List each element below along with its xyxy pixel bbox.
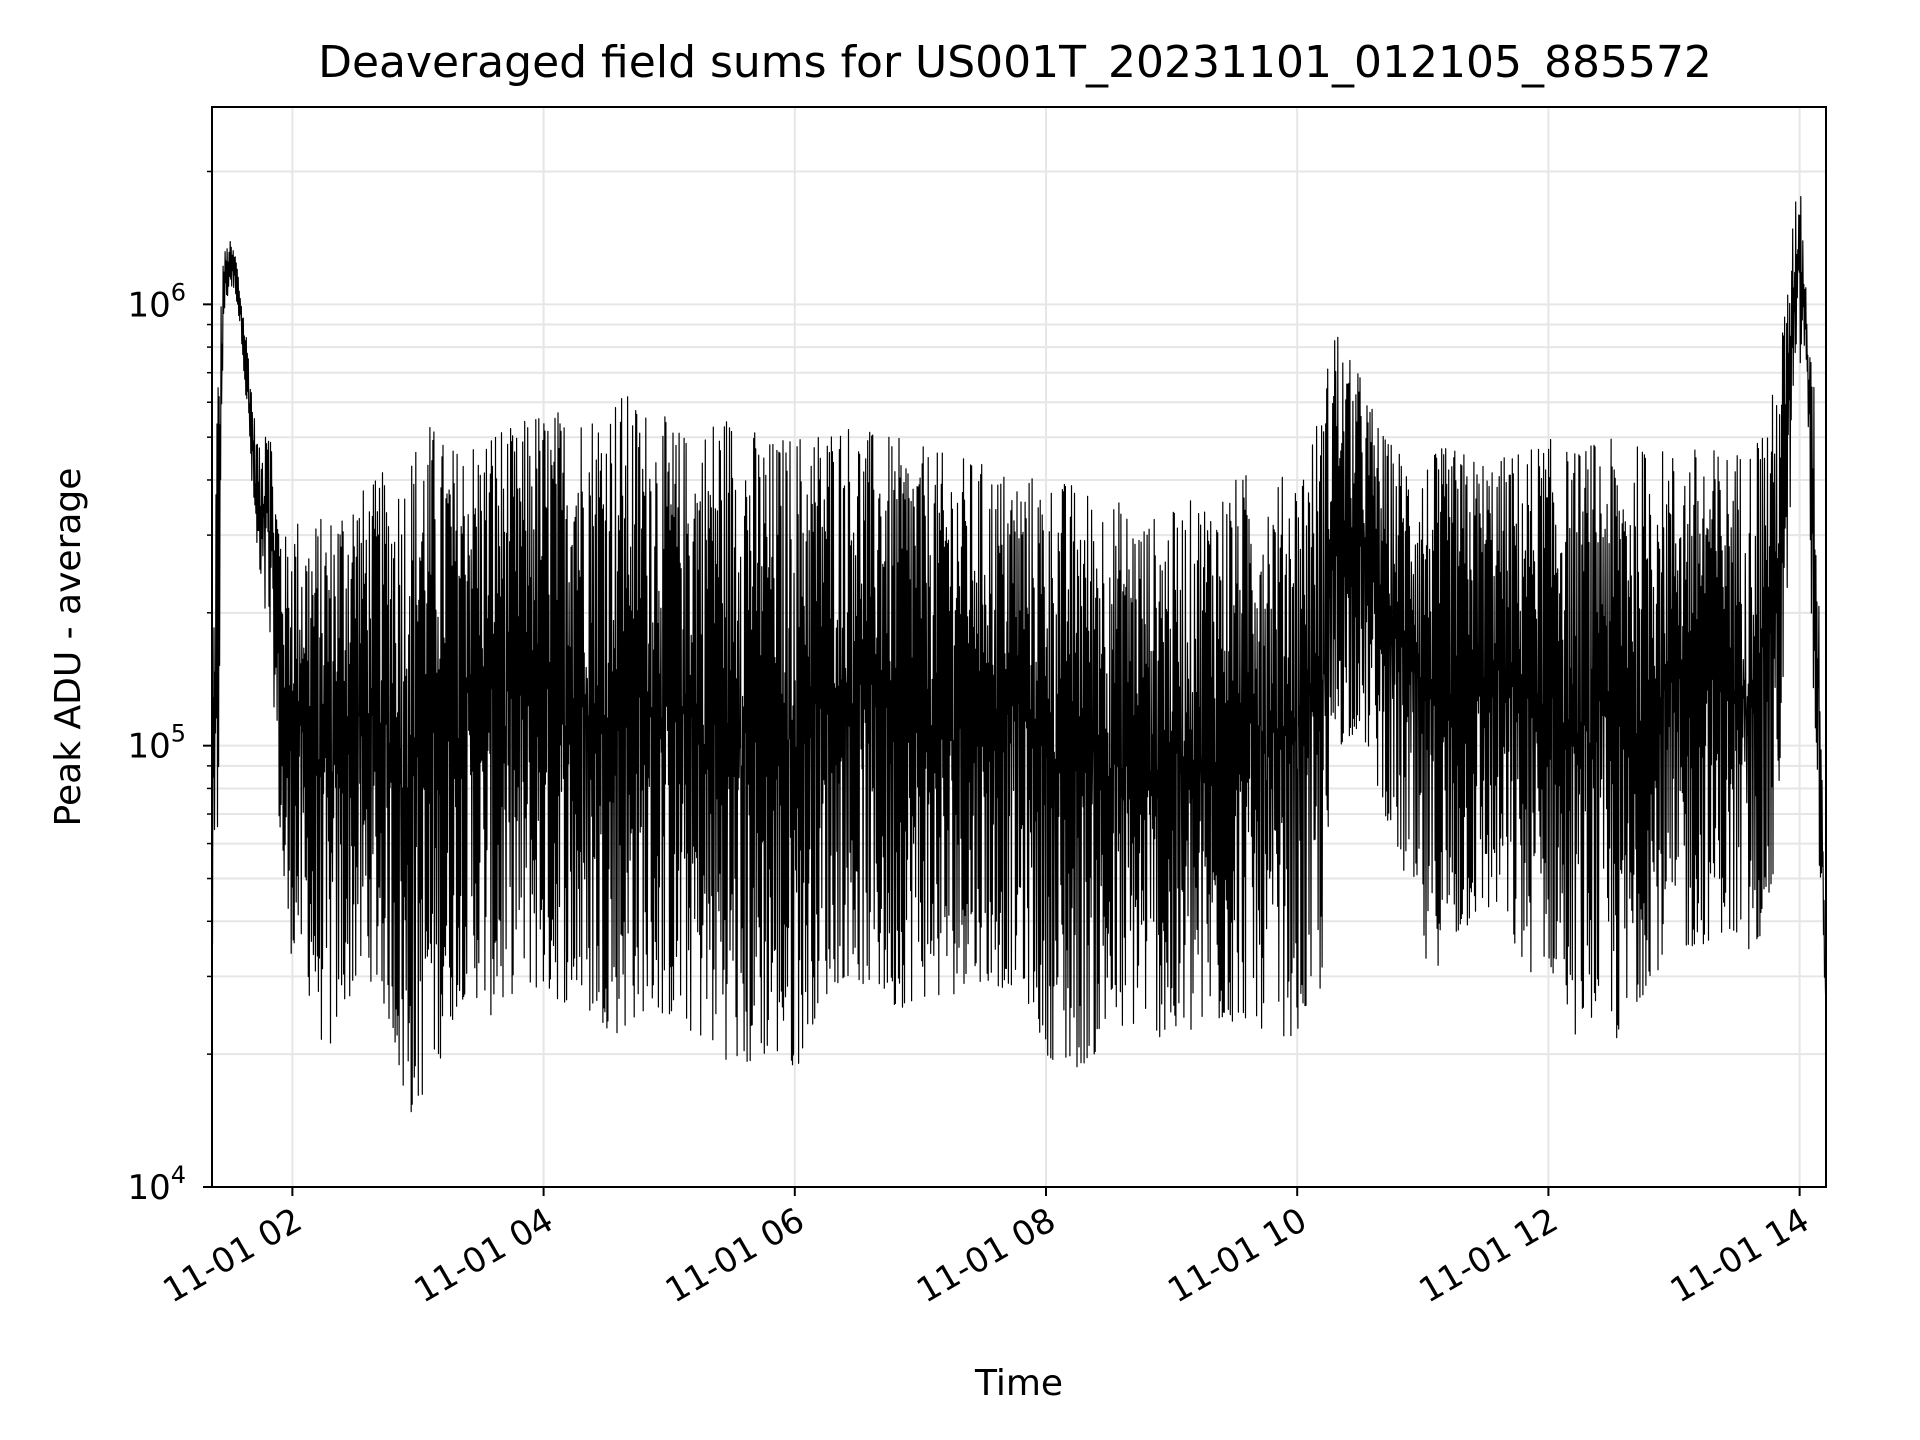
y-tick-label: 105 [127, 720, 186, 767]
x-axis-label: Time [974, 1363, 1063, 1404]
plot-frame [211, 106, 1827, 1188]
data-layer [211, 196, 1827, 1113]
chart-title: Deaveraged field sums for US001T_2023110… [318, 37, 1712, 88]
y-tick-label: 104 [127, 1161, 186, 1208]
y-tick-label: 106 [127, 278, 186, 325]
y-axis-label: Peak ADU - average [48, 468, 89, 827]
series-line [211, 196, 1827, 1113]
